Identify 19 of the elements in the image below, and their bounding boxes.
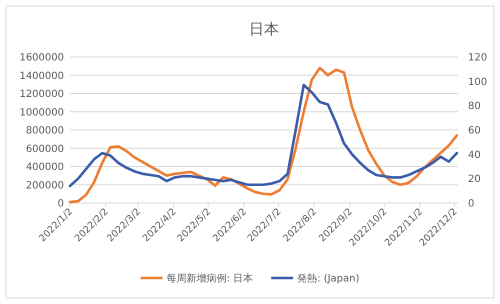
y-tick-label: 1400000 bbox=[19, 70, 64, 82]
legend-label: 每周新增病例: 日本 bbox=[166, 272, 254, 284]
y2-tick-label: 80 bbox=[468, 101, 481, 112]
y2-tick-label: 60 bbox=[468, 126, 481, 136]
chart-title: 日本 bbox=[249, 20, 279, 38]
y2-tick-label: 120 bbox=[468, 52, 488, 64]
y-tick-label: 1600000 bbox=[19, 52, 64, 64]
y-tick-label: 1000000 bbox=[19, 107, 64, 118]
y-tick-label: 800000 bbox=[26, 126, 64, 136]
y-tick-label: 200000 bbox=[26, 180, 64, 192]
y2-tick-label: 100 bbox=[468, 76, 488, 88]
y2-tick-label: 20 bbox=[468, 174, 481, 186]
legend-label: 発熱: (Japan) bbox=[297, 272, 360, 284]
y2-tick-label: 0 bbox=[468, 198, 474, 210]
y2-tick-label: 40 bbox=[468, 150, 481, 161]
y-tick-label: 600000 bbox=[26, 144, 64, 155]
y-tick-label: 400000 bbox=[26, 162, 64, 173]
y-tick-label: 1200000 bbox=[19, 89, 64, 100]
y-tick-label: 0 bbox=[58, 198, 64, 210]
